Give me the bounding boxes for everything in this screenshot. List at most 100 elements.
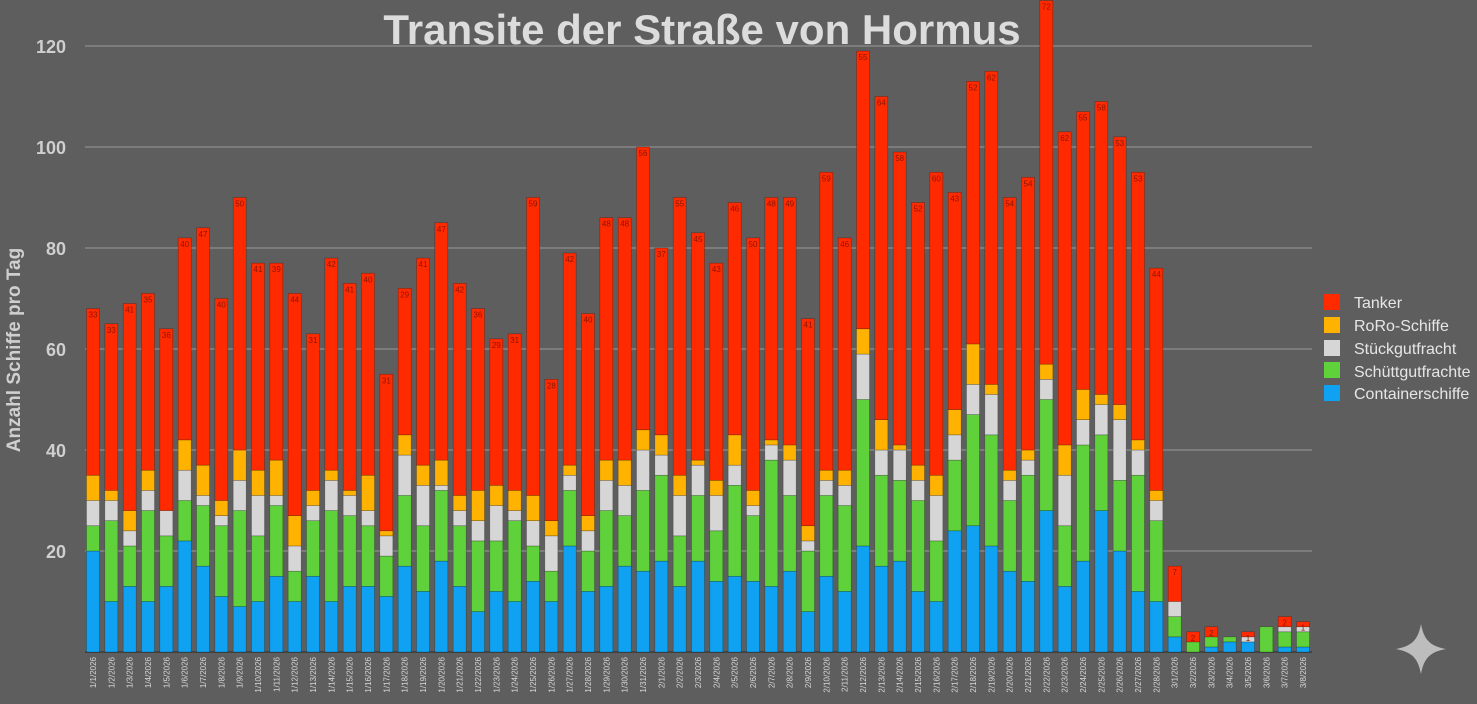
bar-segment-schüttgutfrachter bbox=[837, 505, 852, 592]
bar-segment-schüttgutfrachter bbox=[984, 434, 999, 547]
bar-segment-stückgutfracht bbox=[306, 505, 320, 521]
bar-segment-stückgutfracht bbox=[526, 520, 540, 547]
bar-segment-tanker bbox=[104, 323, 119, 491]
bar-stack: 48 bbox=[617, 217, 632, 653]
x-tick-label: 2/4/2026 bbox=[712, 656, 721, 688]
bar-stack: 55 bbox=[672, 197, 687, 653]
bar-segment-schüttgutfrachter bbox=[1204, 636, 1219, 648]
bar-segment-schüttgutfrachter bbox=[892, 479, 907, 562]
bar-segment-stückgutfracht bbox=[251, 495, 265, 537]
bar-segment-schüttgutfrachter bbox=[1277, 631, 1292, 648]
data-label: 7 bbox=[1172, 568, 1177, 577]
data-label: 72 bbox=[1042, 3, 1051, 12]
bar-segment-tanker bbox=[1241, 631, 1255, 638]
bar-segment-containerschiffe bbox=[1167, 636, 1182, 653]
bar-segment-schüttgutfrachter bbox=[507, 520, 522, 602]
bar-stack: 43 bbox=[709, 262, 724, 653]
bar-segment-schüttgutfrachter bbox=[654, 474, 669, 562]
data-label: 40 bbox=[364, 275, 373, 284]
bar-segment-containerschiffe bbox=[947, 530, 962, 653]
bar-segment-containerschiffe bbox=[379, 596, 394, 653]
x-tick-label: 1/30/2026 bbox=[621, 656, 630, 692]
data-label: 40 bbox=[584, 316, 593, 325]
bar-segment-schüttgutfrachter bbox=[232, 510, 247, 607]
bar-segment-schüttgutfrachter bbox=[196, 505, 210, 567]
bar-segment-tanker bbox=[1204, 626, 1219, 638]
bar-segment-containerschiffe bbox=[489, 591, 504, 653]
bar-segment-roro-schiffe bbox=[599, 459, 614, 481]
data-label: 41 bbox=[804, 321, 813, 330]
bar-stack: 41 bbox=[122, 303, 137, 653]
bar-segment-stückgutfracht bbox=[1076, 419, 1090, 446]
bar-segment-schüttgutfrachter bbox=[1039, 399, 1054, 511]
data-label: 55 bbox=[1079, 114, 1088, 123]
data-label: 33 bbox=[107, 326, 116, 335]
bar-segment-schüttgutfrachter bbox=[581, 550, 595, 592]
bar-segment-tanker bbox=[489, 338, 504, 486]
bar-segment-tanker bbox=[727, 202, 742, 436]
bar-segment-tanker bbox=[819, 171, 834, 471]
x-tick-label: 3/1/2026 bbox=[1171, 656, 1180, 688]
bar-segment-roro-schiffe bbox=[1094, 394, 1109, 405]
y-tick-label: 120 bbox=[36, 37, 66, 57]
x-tick-label: 1/9/2026 bbox=[236, 656, 245, 688]
bar-segment-roro-schiffe bbox=[636, 429, 650, 451]
bar-segment-roro-schiffe bbox=[1076, 389, 1090, 420]
bar-segment-stückgutfracht bbox=[86, 500, 100, 527]
data-label: 41 bbox=[345, 285, 354, 294]
x-tick-label: 3/4/2026 bbox=[1226, 656, 1235, 688]
x-tick-label: 3/7/2026 bbox=[1281, 656, 1290, 688]
bar-segment-stückgutfracht bbox=[581, 530, 595, 552]
y-tick-label: 40 bbox=[46, 441, 66, 461]
bar-segment-roro-schiffe bbox=[379, 530, 394, 537]
bar-segment-containerschiffe bbox=[1021, 580, 1035, 653]
data-label: 53 bbox=[1115, 139, 1124, 148]
bar-segment-tanker bbox=[746, 237, 760, 491]
x-tick-label: 2/19/2026 bbox=[987, 656, 996, 692]
bar-stack: 33 bbox=[86, 308, 100, 653]
bar-stack: 49 bbox=[782, 197, 797, 653]
bar-segment-containerschiffe bbox=[452, 586, 467, 653]
x-tick-label: 2/15/2026 bbox=[914, 656, 923, 692]
bar-segment-stückgutfracht bbox=[764, 444, 779, 461]
x-tick-label: 3/3/2026 bbox=[1207, 656, 1216, 688]
legend-swatch-stueckgut bbox=[1324, 340, 1340, 356]
bar-segment-tanker bbox=[966, 81, 980, 345]
bar-segment-roro-schiffe bbox=[966, 343, 980, 385]
x-tick-label: 3/2/2026 bbox=[1189, 656, 1198, 688]
bar-segment-stückgutfracht bbox=[929, 495, 944, 542]
bar-segment-roro-schiffe bbox=[782, 444, 797, 461]
bar-segment-roro-schiffe bbox=[764, 439, 779, 446]
bar-segment-stückgutfracht bbox=[232, 479, 247, 511]
bar-segment-stückgutfracht bbox=[691, 464, 705, 496]
data-label: 47 bbox=[199, 230, 208, 239]
bar-segment-schüttgutfrachter bbox=[1057, 525, 1072, 587]
bar-segment-tanker bbox=[1277, 616, 1292, 628]
data-label: 41 bbox=[125, 306, 134, 315]
bar-segment-containerschiffe bbox=[434, 560, 449, 653]
data-label: 44 bbox=[1152, 270, 1161, 279]
bar-segment-containerschiffe bbox=[1149, 601, 1164, 653]
x-tick-label: 2/14/2026 bbox=[896, 656, 905, 692]
legend-swatch-roro bbox=[1324, 317, 1340, 333]
bar-segment-tanker bbox=[1167, 565, 1182, 602]
legend-label-schuettgut: Schüttgutfrachte bbox=[1354, 364, 1471, 381]
data-label: 41 bbox=[419, 260, 428, 269]
bar-stack: 36 bbox=[159, 328, 174, 653]
bar-segment-containerschiffe bbox=[837, 591, 852, 653]
bar-segment-stückgutfracht bbox=[416, 485, 430, 527]
bar-segment-tanker bbox=[1296, 621, 1310, 628]
bar-segment-schüttgutfrachter bbox=[782, 495, 797, 572]
bar-segment-tanker bbox=[196, 227, 210, 466]
bar-segment-schüttgutfrachter bbox=[177, 500, 192, 542]
bar-segment-tanker bbox=[1002, 197, 1017, 471]
legend-swatch-schuettgut bbox=[1324, 362, 1340, 378]
bar-stack: 33 bbox=[104, 323, 119, 653]
bar-segment-schüttgutfrachter bbox=[966, 414, 980, 527]
x-tick-label: 1/12/2026 bbox=[291, 656, 300, 692]
data-label: 40 bbox=[217, 301, 226, 310]
bar-segment-stückgutfracht bbox=[104, 500, 119, 522]
bar-segment-roro-schiffe bbox=[581, 515, 595, 532]
y-axis-ticks: 20 40 60 80 100 120 bbox=[36, 37, 66, 562]
bar-segment-containerschiffe bbox=[856, 545, 870, 653]
